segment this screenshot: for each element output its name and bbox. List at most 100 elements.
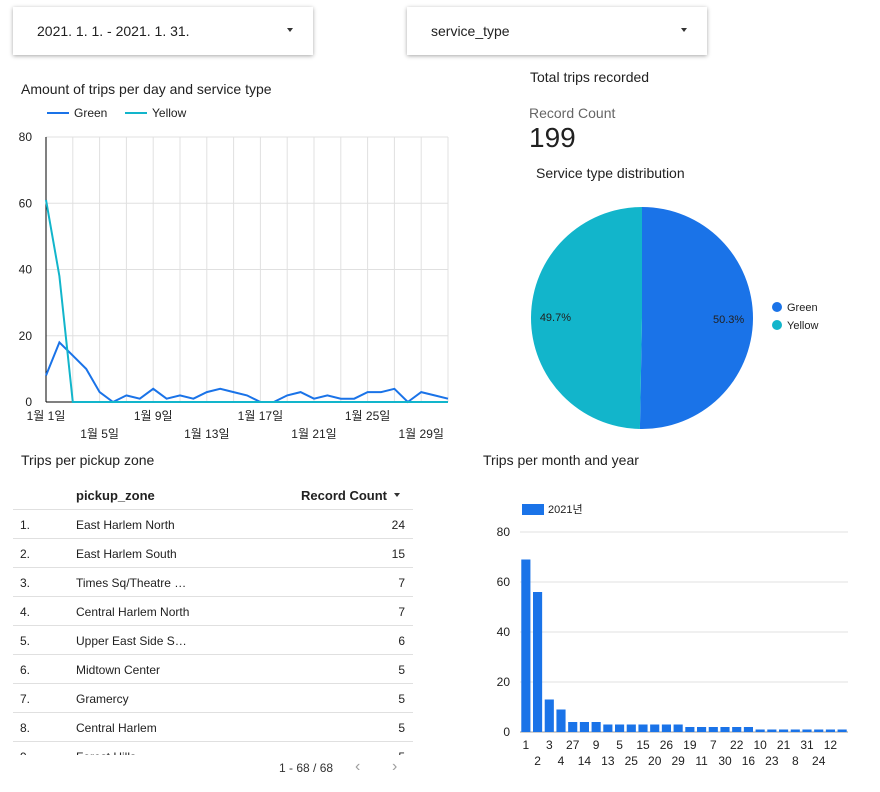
bar	[779, 729, 789, 732]
table-row[interactable]: 4. Central Harlem North 7	[13, 596, 413, 625]
legend-label: 2021년	[548, 503, 583, 516]
pie-slice-label: 49.7%	[540, 312, 571, 324]
row-pickup-zone: Gramercy	[76, 692, 129, 706]
x-tick-label: 23	[765, 754, 779, 768]
row-record-count: 5	[398, 692, 405, 706]
column-header-record-count[interactable]: Record Count	[301, 488, 387, 503]
bar	[638, 724, 648, 732]
bar-chart-title: Trips per month and year	[483, 452, 639, 468]
x-tick-label: 1월 9일	[134, 409, 173, 423]
legend-label: Yellow	[787, 320, 818, 332]
bar	[732, 727, 742, 732]
date-range-picker[interactable]: 2021. 1. 1. - 2021. 1. 31.	[13, 7, 313, 55]
bar	[825, 729, 835, 732]
x-tick-label: 24	[812, 754, 826, 768]
x-tick-label: 16	[742, 754, 756, 768]
bar	[837, 729, 847, 732]
chevron-left-icon[interactable]: ‹	[355, 758, 361, 775]
row-index: 4.	[20, 605, 31, 619]
bar	[708, 727, 718, 732]
bar	[556, 709, 566, 732]
bar	[533, 592, 543, 732]
x-tick-label: 13	[601, 754, 615, 768]
y-tick-label: 40	[19, 263, 33, 277]
row-index: 9.	[20, 750, 30, 755]
table-row[interactable]: 2. East Harlem South 15	[13, 538, 413, 567]
y-tick-label: 0	[503, 725, 510, 739]
row-record-count: 5	[398, 750, 405, 755]
row-record-count: 24	[391, 518, 405, 532]
scorecard-title: Total trips recorded	[530, 69, 650, 85]
row-index: 5.	[20, 634, 31, 648]
table-row[interactable]: 6. Midtown Center 5	[13, 654, 413, 683]
bar-chart: 0204060801234271491352515202629191173022…	[497, 503, 848, 768]
legend-swatch	[772, 302, 782, 312]
bar	[650, 724, 660, 732]
bar	[685, 727, 695, 732]
x-tick-label: 1월 5일	[80, 427, 119, 441]
bar	[720, 727, 730, 732]
bar	[697, 727, 707, 732]
x-tick-label: 5	[616, 738, 623, 752]
x-tick-label: 4	[558, 754, 565, 768]
x-tick-label: 25	[625, 754, 639, 768]
sort-descending-icon[interactable]	[394, 493, 400, 497]
legend-swatch	[772, 320, 782, 330]
bar	[661, 724, 671, 732]
row-record-count: 5	[398, 663, 405, 677]
bar	[568, 722, 578, 732]
service-type-filter[interactable]: service_type	[407, 7, 707, 55]
x-tick-label: 11	[695, 754, 708, 768]
x-tick-label: 30	[718, 754, 732, 768]
legend-swatch	[522, 504, 544, 515]
x-tick-label: 1월 21일	[291, 427, 336, 441]
row-pickup-zone: Times Sq/Theatre District	[76, 576, 191, 590]
x-tick-label: 26	[660, 738, 674, 752]
pie-chart: 50.3% 49.7% Green Yellow	[530, 207, 818, 429]
y-tick-label: 0	[25, 395, 32, 409]
x-tick-label: 1월 13일	[184, 427, 229, 441]
x-tick-label: 1월 1일	[27, 409, 66, 423]
x-tick-label: 1월 17일	[238, 409, 283, 423]
x-tick-label: 19	[683, 738, 697, 752]
table-header: pickup_zone Record Count	[13, 482, 413, 509]
table-row[interactable]: 5. Upper East Side South 6	[13, 625, 413, 654]
row-pickup-zone: Forest Hills	[76, 750, 191, 755]
scorecard-value: 199	[529, 122, 576, 153]
x-tick-label: 31	[800, 738, 814, 752]
table-row[interactable]: 3. Times Sq/Theatre District 7	[13, 567, 413, 596]
row-index: 1.	[20, 518, 31, 532]
bar	[521, 559, 531, 732]
bar	[755, 729, 765, 732]
row-record-count: 7	[398, 605, 405, 619]
chevron-right-icon[interactable]: ›	[392, 758, 398, 775]
y-tick-label: 60	[19, 196, 33, 210]
legend-label: Green	[787, 302, 818, 314]
date-range-label: 2021. 1. 1. - 2021. 1. 31.	[37, 23, 190, 39]
x-tick-label: 3	[546, 738, 553, 752]
table-row[interactable]: 7. Gramercy 5	[13, 683, 413, 712]
line-chart-title: Amount of trips per day and service type	[21, 81, 272, 97]
table-row[interactable]: 9. Forest Hills 5	[13, 741, 413, 755]
table-row[interactable]: 8. Central Harlem 5	[13, 712, 413, 741]
y-tick-label: 80	[19, 130, 33, 144]
row-index: 7.	[20, 692, 31, 706]
bar	[673, 724, 683, 732]
bar	[603, 724, 613, 732]
row-record-count: 7	[398, 576, 405, 590]
x-tick-label: 15	[636, 738, 650, 752]
column-header-pickup-zone[interactable]: pickup_zone	[76, 488, 155, 503]
pickup-zone-table: pickup_zone Record Count 1. East Harlem N…	[13, 482, 413, 755]
row-index: 8.	[20, 721, 31, 735]
bar	[743, 727, 753, 732]
y-tick-label: 60	[497, 575, 511, 589]
service-type-label: service_type	[431, 23, 510, 39]
pie-slice-green	[639, 207, 753, 429]
table-row[interactable]: 1. East Harlem North 24	[13, 509, 413, 538]
dropdown-arrow-icon	[681, 28, 687, 32]
pie-chart-title: Service type distribution	[536, 165, 685, 181]
scorecard-label: Record Count	[529, 105, 616, 121]
table-title: Trips per pickup zone	[21, 452, 155, 468]
row-pickup-zone: Upper East Side South	[76, 634, 191, 648]
row-index: 6.	[20, 663, 31, 677]
